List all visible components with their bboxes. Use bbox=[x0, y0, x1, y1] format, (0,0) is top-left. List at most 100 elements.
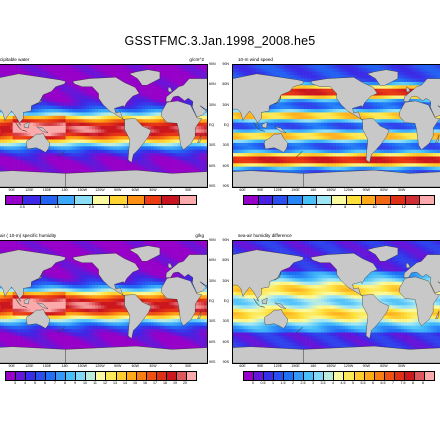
field-cell bbox=[198, 153, 202, 157]
field-cell bbox=[268, 156, 272, 161]
field-cell bbox=[168, 65, 172, 69]
field-cell bbox=[136, 78, 140, 83]
field-cell bbox=[359, 115, 363, 120]
field-cell bbox=[95, 122, 99, 127]
field-cell bbox=[324, 132, 328, 137]
field-cell bbox=[121, 115, 125, 120]
field-cell bbox=[165, 166, 170, 171]
field-cell bbox=[3, 65, 8, 69]
field-cell bbox=[162, 136, 167, 140]
field-cell bbox=[145, 98, 149, 103]
field-cell bbox=[142, 105, 146, 110]
field-cell bbox=[18, 136, 22, 140]
field-cell bbox=[274, 68, 278, 73]
field-cell bbox=[265, 132, 269, 137]
field-cell bbox=[24, 119, 28, 123]
colorbar-swatch bbox=[40, 196, 59, 204]
field-cell bbox=[421, 159, 425, 164]
field-cell bbox=[341, 153, 346, 157]
field-cell bbox=[59, 109, 64, 113]
field-cell bbox=[59, 71, 64, 76]
field-cell bbox=[271, 112, 275, 117]
field-cell bbox=[0, 71, 2, 76]
field-cell bbox=[186, 156, 190, 161]
field-cell bbox=[297, 139, 302, 144]
field-cell bbox=[89, 146, 93, 151]
field-cell bbox=[291, 139, 296, 144]
field-cell bbox=[83, 166, 87, 171]
field-cell bbox=[174, 142, 178, 147]
field-cell bbox=[312, 170, 316, 174]
field-cell bbox=[192, 71, 196, 76]
field-cell bbox=[294, 105, 299, 110]
field-cell bbox=[386, 85, 390, 90]
field-cell bbox=[286, 95, 290, 100]
field-cell bbox=[198, 149, 202, 154]
field-cell bbox=[303, 65, 307, 69]
field-cell bbox=[235, 112, 240, 117]
field-cell bbox=[53, 156, 58, 161]
field-cell bbox=[171, 78, 175, 83]
field-cell bbox=[30, 112, 34, 117]
field-cell bbox=[294, 129, 299, 134]
field-cell bbox=[341, 139, 346, 144]
field-cell bbox=[394, 122, 399, 127]
field-cell bbox=[192, 75, 196, 79]
field-cell bbox=[341, 112, 346, 117]
field-cell bbox=[353, 68, 357, 73]
field-cell bbox=[418, 71, 422, 76]
field-cell bbox=[394, 139, 399, 144]
field-cell bbox=[430, 170, 434, 174]
field-cell bbox=[403, 75, 408, 79]
field-cell bbox=[86, 95, 90, 100]
field-cell bbox=[389, 98, 393, 103]
field-cell bbox=[327, 119, 331, 123]
field-cell bbox=[48, 153, 52, 157]
field-cell bbox=[291, 149, 296, 154]
field-cell bbox=[394, 92, 399, 96]
field-cell bbox=[315, 122, 319, 127]
field-cell bbox=[95, 119, 99, 123]
field-cell bbox=[106, 153, 111, 157]
field-cell bbox=[336, 65, 340, 69]
field-cell bbox=[145, 122, 149, 127]
field-cell bbox=[406, 139, 410, 144]
field-cell bbox=[171, 88, 175, 93]
field-cell bbox=[436, 129, 440, 134]
field-cell bbox=[118, 153, 122, 157]
field-cell bbox=[380, 153, 384, 157]
field-cell bbox=[286, 132, 290, 137]
field-cell bbox=[235, 119, 240, 123]
field-cell bbox=[353, 71, 357, 76]
field-cell bbox=[177, 98, 181, 103]
field-cell bbox=[394, 136, 399, 140]
field-cell bbox=[400, 153, 405, 157]
field-cell bbox=[0, 159, 2, 164]
field-cell bbox=[171, 85, 175, 90]
field-cell bbox=[371, 153, 375, 157]
field-cell bbox=[77, 159, 81, 164]
field-cell bbox=[59, 65, 64, 69]
field-cell bbox=[59, 159, 64, 164]
longitude-axis: 90E 120E 150E 180 150W 120W 90W 60W 30W 0 30E bbox=[0, 188, 206, 193]
field-cell bbox=[359, 132, 363, 137]
field-cell bbox=[436, 126, 440, 130]
field-cell bbox=[80, 126, 84, 130]
field-cell bbox=[21, 153, 25, 157]
field-cell bbox=[321, 115, 325, 120]
field-cell bbox=[65, 102, 69, 106]
field-cell bbox=[83, 112, 87, 117]
field-cell bbox=[124, 78, 128, 83]
field-cell bbox=[291, 129, 296, 134]
field-cell bbox=[362, 78, 366, 83]
field-cell bbox=[106, 75, 111, 79]
field-cell bbox=[71, 115, 75, 120]
field-cell bbox=[397, 81, 402, 86]
field-cell bbox=[303, 166, 307, 171]
field-cell bbox=[21, 129, 25, 134]
field-cell bbox=[148, 166, 152, 171]
field-cell bbox=[327, 75, 331, 79]
field-cell bbox=[53, 75, 58, 79]
field-cell bbox=[300, 170, 304, 174]
field-cell bbox=[130, 109, 134, 113]
